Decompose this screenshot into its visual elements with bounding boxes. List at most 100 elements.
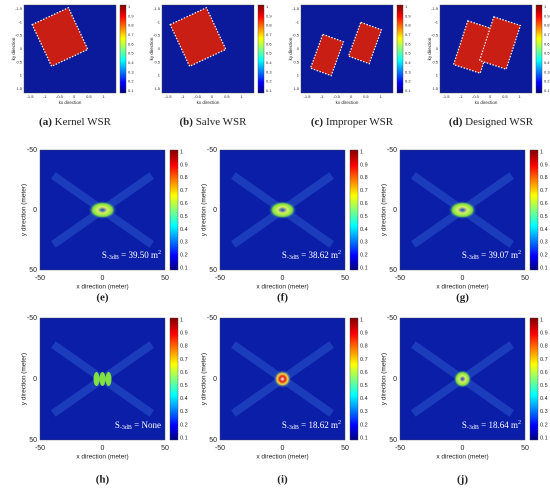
x-tick-label: -0.5	[56, 94, 64, 99]
y-tick-label: -50	[387, 147, 397, 154]
y-tick-label: 0	[436, 46, 439, 51]
colorbar-tick-label: 0.7	[266, 32, 272, 37]
colorbar-tick-label: 0.7	[540, 188, 548, 194]
y-tick-label: -1	[156, 19, 160, 24]
colorbar-tick-label: 0.3	[405, 69, 411, 74]
colorbar-tick-label: 0.4	[360, 227, 368, 233]
colorbar-tick-label: 0.3	[180, 409, 188, 415]
colorbar-tick-label: 0.8	[360, 175, 368, 181]
x-axis-label: kx direction	[59, 100, 82, 105]
main-lobe	[268, 201, 297, 219]
colorbar	[535, 4, 543, 94]
y-axis-label: ky direction	[288, 37, 293, 60]
aperture-region	[309, 33, 345, 77]
main-lobe	[453, 370, 472, 388]
colorbar-tick-label: 0.9	[540, 162, 548, 168]
colorbar-tick-label: 0.8	[180, 344, 188, 350]
y-tick-label: 0	[213, 376, 217, 383]
y-tick-label: 0.5	[16, 59, 22, 64]
colorbar-tick-label: 0.8	[544, 23, 550, 28]
colorbar-tick-label: 0.1	[540, 265, 548, 271]
colorbar-tick-label: 0.6	[540, 201, 548, 207]
colorbar-tick-label: 0.5	[128, 51, 134, 56]
annotation: S-3dB = None	[115, 420, 161, 431]
value: = 38.62 m	[299, 250, 338, 260]
y-tick-label: 50	[209, 267, 217, 274]
colorbar-tick-label: 0.8	[128, 23, 134, 28]
colorbar-tick-label: 0.5	[540, 383, 548, 389]
y-tick-label: -0.5	[153, 33, 161, 38]
x-tick-label: 50	[521, 275, 529, 282]
colorbar-tick-label: 0.2	[360, 422, 368, 428]
subscript: -3dB	[120, 425, 132, 431]
y-tick-label: -1	[18, 19, 22, 24]
x-axis-label: kx direction	[475, 100, 498, 105]
caption-text: Salve WSR	[196, 116, 247, 128]
subscript: -3dB	[287, 425, 299, 431]
colorbar-tick-label: 0.2	[540, 422, 548, 428]
colorbar-tick-label: 0.2	[540, 253, 548, 259]
colorbar-tick-label: 0.7	[180, 188, 188, 194]
caption-text: Kernel WSR	[55, 116, 112, 128]
y-axis-label: y direction (meter)	[21, 184, 28, 236]
colorbar-tick-label: 0.4	[180, 396, 188, 402]
y-tick-label: 0	[158, 46, 161, 51]
y-axis-label: ky direction	[11, 37, 16, 60]
y-tick-label: 0	[20, 46, 23, 51]
colorbar-tick-label: 1	[540, 317, 543, 323]
colorbar-tick-label: 0.6	[180, 201, 188, 207]
x-tick-label: -1	[181, 94, 185, 99]
colorbar-tick-label: 0.7	[128, 32, 134, 37]
y-tick-label: -1	[434, 19, 438, 24]
heatmap	[300, 4, 394, 94]
colorbar-tick-label: 0.9	[266, 13, 272, 18]
y-axis-label: y direction (meter)	[381, 184, 388, 236]
symbol: S	[462, 250, 467, 260]
y-tick-label: 0.5	[154, 59, 160, 64]
x-tick-label: 1	[518, 94, 521, 99]
x-tick-label: 0.5	[86, 94, 92, 99]
colorbar-tick-label: 0.4	[540, 396, 548, 402]
main-lobe	[448, 201, 477, 219]
y-tick-label: 1.5	[16, 86, 22, 91]
colorbar-tick-label: 0.4	[544, 60, 550, 65]
colorbar-tick-label: 0.4	[180, 227, 188, 233]
y-tick-label: 0	[393, 376, 397, 383]
y-tick-label: 50	[389, 437, 397, 444]
y-axis-label: ky direction	[427, 37, 432, 60]
colorbar-tick-label: 0.6	[360, 201, 368, 207]
y-tick-label: -0.5	[15, 33, 23, 38]
colorbar-tick-label: 0.4	[128, 60, 134, 65]
x-tick-label: -1	[43, 94, 47, 99]
y-tick-label: -1.5	[292, 6, 300, 11]
x-axis-label: x direction (meter)	[436, 454, 488, 461]
colorbar-tick-label: 1	[544, 4, 547, 9]
annotation: S-3dB = 39.07 m2	[462, 250, 521, 261]
x-tick-label: 0	[489, 94, 492, 99]
colorbar-tick-label: 0.8	[405, 23, 411, 28]
annotation: S-3dB = 18.62 m2	[282, 420, 341, 431]
colorbar-tick-label: 0.5	[180, 214, 188, 220]
colorbar-tick-label: 1	[405, 4, 408, 9]
aperture-region	[169, 6, 227, 68]
x-tick-label: -0.5	[333, 94, 341, 99]
value: = 39.50 m	[119, 250, 158, 260]
colorbar-tick-label: 0.3	[128, 69, 134, 74]
x-tick-label: -0.5	[194, 94, 202, 99]
annotation: S-3dB = 39.50 m2	[102, 250, 161, 261]
superscript: 2	[338, 250, 341, 256]
colorbar-tick-label: 0.8	[266, 23, 272, 28]
colorbar	[169, 317, 179, 441]
symbol: S	[282, 250, 287, 260]
colorbar-tick-label: 0.7	[360, 357, 368, 363]
subscript: -3dB	[467, 255, 479, 261]
x-tick-label: 0.5	[363, 94, 369, 99]
x-tick-label: -1	[459, 94, 463, 99]
colorbar-tick-label: 0.1	[128, 88, 134, 93]
superscript: 2	[518, 420, 521, 426]
value: = 39.07 m	[479, 250, 518, 260]
colorbar	[529, 317, 539, 441]
value: = None	[132, 420, 161, 430]
colorbar-tick-label: 0.1	[544, 88, 550, 93]
y-tick-label: 0	[297, 46, 300, 51]
